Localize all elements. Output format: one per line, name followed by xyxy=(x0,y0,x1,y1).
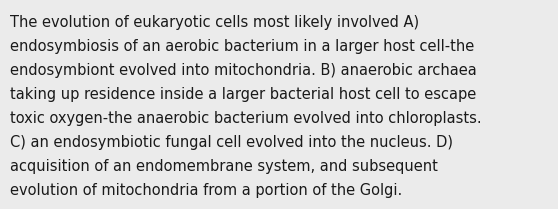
Text: endosymbiosis of an aerobic bacterium in a larger host cell-the: endosymbiosis of an aerobic bacterium in… xyxy=(10,39,474,54)
Text: The evolution of eukaryotic cells most likely involved A): The evolution of eukaryotic cells most l… xyxy=(10,15,419,30)
Text: taking up residence inside a larger bacterial host cell to escape: taking up residence inside a larger bact… xyxy=(10,87,477,102)
Text: acquisition of an endomembrane system, and subsequent: acquisition of an endomembrane system, a… xyxy=(10,159,438,174)
Text: evolution of mitochondria from a portion of the Golgi.: evolution of mitochondria from a portion… xyxy=(10,183,402,198)
Text: toxic oxygen-the anaerobic bacterium evolved into chloroplasts.: toxic oxygen-the anaerobic bacterium evo… xyxy=(10,111,482,126)
Text: endosymbiont evolved into mitochondria. B) anaerobic archaea: endosymbiont evolved into mitochondria. … xyxy=(10,63,477,78)
Text: C) an endosymbiotic fungal cell evolved into the nucleus. D): C) an endosymbiotic fungal cell evolved … xyxy=(10,135,453,150)
